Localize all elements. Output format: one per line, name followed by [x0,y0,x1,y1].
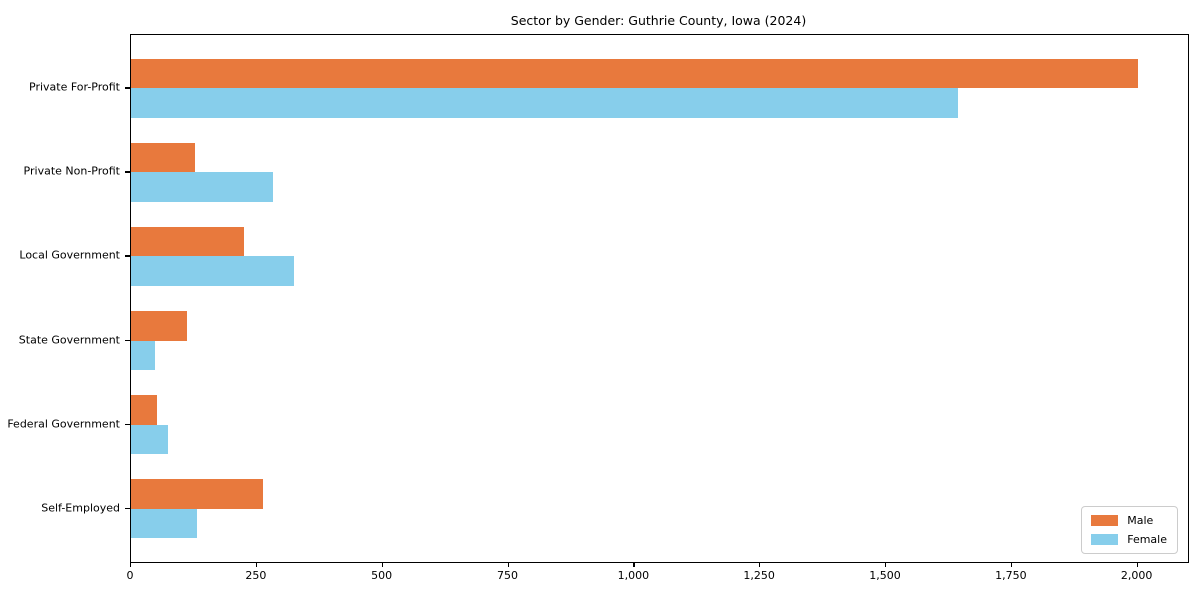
bar-male-1 [131,143,195,173]
y-axis-label-1: Private Non-Profit [23,164,120,178]
y-tick-mark-1 [125,171,130,173]
legend: Male Female [1081,506,1178,554]
bar-male-2 [131,227,244,257]
plot-area [130,34,1189,563]
bar-female-4 [131,424,168,454]
y-tick-mark-5 [125,507,130,509]
legend-label-female: Female [1127,533,1167,546]
y-axis-label-5: Self-Employed [41,501,120,515]
bar-female-2 [131,256,295,286]
bar-male-0 [131,58,1138,89]
chart-title: Sector by Gender: Guthrie County, Iowa (… [510,13,807,28]
x-tick-mark-0 [130,562,132,567]
x-tick-label-4: 1,000 [617,569,650,582]
x-tick-mark-5 [759,562,761,567]
y-tick-mark-2 [125,255,130,257]
legend-swatch-male [1091,515,1119,526]
bar-female-5 [131,508,197,539]
bar-female-3 [131,340,156,370]
x-tick-label-1: 250 [245,569,267,582]
y-tick-mark-0 [125,87,130,89]
legend-label-male: Male [1127,514,1154,527]
y-axis-label-4: Federal Government [7,417,120,431]
x-tick-mark-8 [1136,562,1138,567]
y-axis-label-2: Local Government [19,248,120,262]
legend-item-male: Male [1091,514,1167,527]
x-tick-mark-2 [381,562,383,567]
bar-female-1 [131,172,273,202]
y-axis-label-3: State Government [18,333,120,347]
x-tick-mark-1 [255,562,258,567]
x-tick-label-8: 2,000 [1120,569,1153,582]
x-tick-label-7: 1,750 [995,569,1027,582]
x-tick-mark-4 [633,562,635,567]
x-tick-label-2: 500 [371,569,393,582]
bar-male-5 [131,479,263,509]
bar-male-3 [131,311,187,341]
x-tick-label-0: 0 [126,569,134,582]
x-tick-mark-6 [885,562,887,567]
x-tick-mark-3 [507,562,509,567]
y-tick-mark-4 [125,423,130,425]
bar-male-4 [131,395,158,425]
x-tick-label-5: 1,250 [743,569,775,582]
bar-female-0 [131,88,958,118]
y-tick-mark-3 [125,339,130,341]
x-tick-mark-7 [1010,562,1013,567]
y-axis-label-0: Private For-Profit [29,80,120,94]
x-tick-label-3: 750 [497,569,518,582]
legend-swatch-female [1091,534,1119,545]
legend-item-female: Female [1091,533,1167,546]
x-tick-label-6: 1,500 [869,569,901,582]
